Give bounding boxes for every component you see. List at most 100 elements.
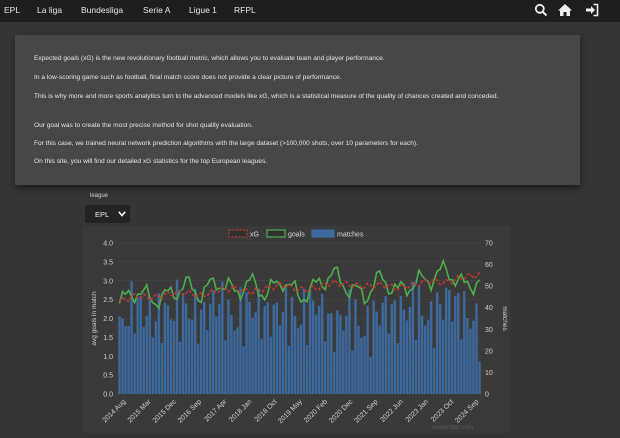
y-tick-right: 60 (485, 262, 493, 269)
matches-bar (199, 309, 203, 394)
y-tick-left: 1.5 (103, 335, 113, 342)
league-label: league (90, 193, 109, 199)
matches-bar (212, 290, 215, 394)
matches-bar (314, 314, 318, 394)
x-tick-label: 2024 Sep (454, 398, 480, 424)
matches-bar (206, 330, 209, 394)
matches-bar (393, 300, 396, 394)
x-tick-label: 2014 Aug (102, 398, 128, 424)
y-tick-left: 1.0 (103, 354, 113, 361)
matches-bar (260, 338, 263, 394)
matches-bar (333, 351, 336, 394)
matches-bar (411, 281, 415, 394)
nav-bundesliga[interactable]: Bundesliga (81, 5, 124, 15)
x-tick-label: 2023 Oct (430, 398, 455, 423)
intro-panel: Expected goals (xG) is the new revolutio… (15, 35, 580, 185)
intro-paragraph: Expected goals (xG) is the new revolutio… (34, 55, 385, 62)
matches-bar (451, 321, 454, 394)
matches-bar (196, 343, 200, 394)
matches-bar (475, 303, 478, 394)
matches-bar (342, 330, 345, 394)
y-tick-right: 10 (485, 370, 493, 377)
y-tick-left: 2.0 (103, 316, 113, 323)
legend-label: matches (337, 232, 364, 239)
matches-bar (178, 341, 182, 394)
matches-bar (381, 302, 384, 394)
matches-bar (339, 314, 342, 394)
matches-bar (396, 343, 400, 394)
matches-bar (172, 320, 176, 394)
matches-bar (375, 311, 378, 394)
matches-bar (448, 289, 451, 394)
y-axis-title-left: avg goals in match (91, 291, 98, 346)
intro-paragraph: This is why more and more sports analyti… (34, 93, 499, 100)
y-tick-right: 30 (485, 327, 493, 334)
matches-bar (215, 316, 218, 394)
home-icon[interactable] (557, 3, 573, 17)
nav-la-liga[interactable]: La liga (37, 5, 63, 15)
y-tick-right: 0 (485, 392, 489, 399)
x-tick-label: 2015 Mar (127, 398, 153, 424)
matches-bar (327, 313, 330, 394)
nav-rfpl[interactable]: RFPL (234, 5, 256, 15)
matches-bar (209, 303, 212, 394)
matches-bar (166, 305, 170, 394)
matches-bar (269, 336, 272, 394)
nav-epl[interactable]: EPL (4, 5, 21, 15)
matches-bar (236, 327, 239, 394)
matches-bar (266, 302, 269, 394)
matches-bar (372, 300, 375, 394)
league-select[interactable]: EPL (85, 205, 130, 223)
login-icon[interactable] (585, 3, 599, 17)
matches-bar (378, 325, 381, 394)
matches-bar (121, 318, 124, 394)
matches-bar (124, 326, 127, 394)
y-tick-right: 70 (485, 241, 493, 248)
nav-serie-a[interactable]: Serie A (143, 5, 171, 15)
matches-bar (248, 302, 251, 394)
x-tick-label: 2022 Jun (379, 398, 404, 423)
matches-bar (402, 309, 406, 394)
matches-bar (218, 303, 221, 394)
y-tick-left: 2.5 (103, 297, 113, 304)
matches-bar (245, 292, 248, 394)
y-tick-left: 4.0 (103, 241, 113, 248)
matches-bar (130, 281, 133, 394)
matches-bar (432, 347, 436, 394)
intro-paragraph: For this case, we trained neural network… (34, 140, 418, 147)
matches-bar (405, 320, 409, 394)
matches-bar (239, 287, 242, 394)
matches-bar (330, 313, 333, 394)
x-tick-label: 2018 Oct (254, 398, 279, 423)
matches-bar (399, 295, 403, 394)
nav-ligue-1[interactable]: Ligue 1 (189, 5, 217, 15)
xg-chart-svg: 0.0 0.5 1.0 1.5 2.0 2.5 3.0 3.5 4.0 0 10 20 30 40 50 60… (91, 229, 508, 425)
matches-bar (290, 296, 294, 394)
league-select-value: EPL (95, 210, 110, 219)
matches-bar (296, 327, 300, 394)
matches-bar (145, 315, 148, 394)
matches-bar (472, 320, 475, 394)
matches-bar (148, 300, 151, 394)
matches-bar (281, 311, 285, 394)
matches-bar (454, 296, 457, 394)
search-icon[interactable] (534, 3, 548, 17)
matches-bar (157, 293, 161, 394)
matches-bar (445, 287, 448, 394)
matches-bar (299, 324, 303, 394)
intro-paragraph: On this site, you will find our detailed… (34, 158, 268, 165)
matches-bar (227, 299, 230, 394)
matches-bar (263, 306, 266, 394)
matches-bar (324, 341, 327, 394)
x-tick-label: 2015 Dec (152, 398, 178, 424)
matches-bar (272, 304, 275, 394)
matches-bar (390, 304, 393, 394)
matches-bar (348, 289, 351, 394)
matches-bar (221, 281, 224, 394)
matches-bar (230, 314, 233, 394)
matches-bar (254, 312, 257, 394)
legend-label: goals (288, 232, 305, 239)
matches-bar (184, 303, 188, 394)
matches-bar (478, 361, 481, 394)
goals-line (118, 258, 481, 310)
